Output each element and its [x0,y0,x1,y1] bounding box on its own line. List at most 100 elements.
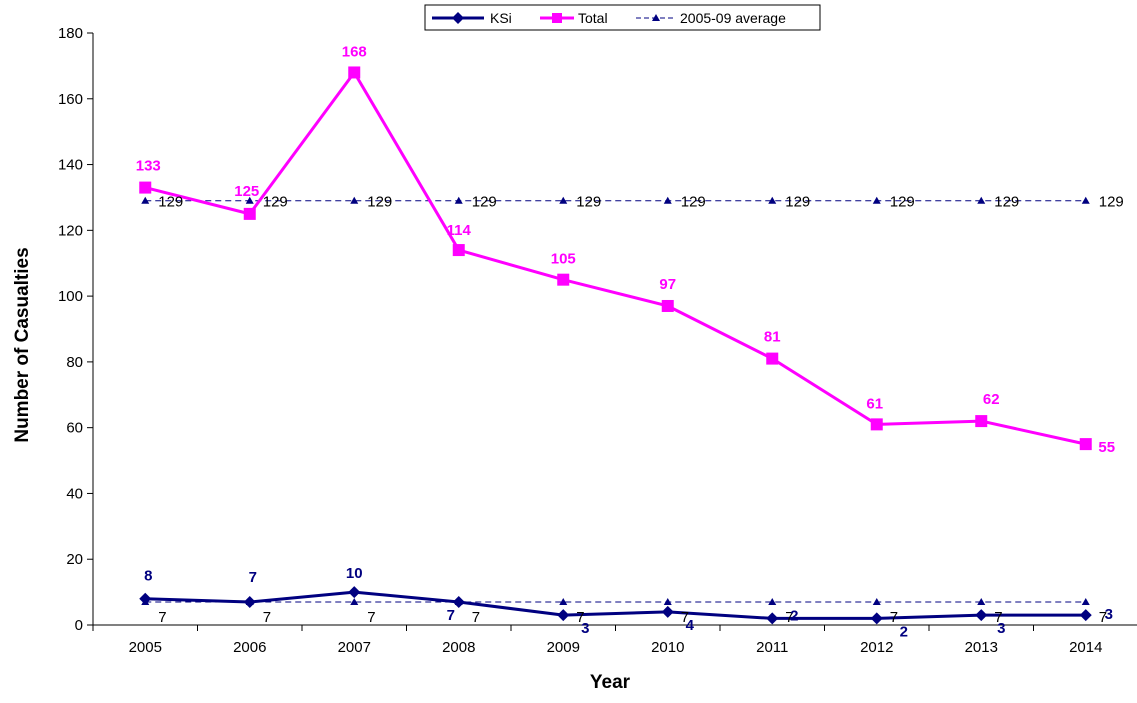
ksi-point [452,595,465,608]
total-average-point [1081,196,1090,204]
x-tick-label: 2012 [860,639,893,656]
ksi-average-data-label: 7 [263,609,271,626]
legend-swatch-marker [452,12,464,24]
ksi-data-label: 2 [790,607,798,624]
legend-label: Total [578,10,608,26]
y-tick-label: 100 [58,288,83,305]
x-tick-label: 2014 [1069,639,1102,656]
total-average-data-label: 129 [785,194,810,211]
x-tick-label: 2009 [547,639,580,656]
total-average-data-label: 129 [890,194,915,211]
total-average-data-label: 129 [367,194,392,211]
total-average-data-label: 129 [1099,194,1124,211]
total-average-data-label: 129 [263,194,288,211]
ksi-data-label: 3 [997,620,1005,637]
y-tick-label: 160 [58,91,83,108]
ksi-data-label: 3 [581,620,589,637]
total-average-point [663,196,672,204]
total-point [661,299,674,312]
total-average-data-label: 129 [472,194,497,211]
ksi-average-data-label: 7 [1099,609,1107,626]
y-tick-label: 180 [58,25,83,42]
total-data-label: 133 [136,158,161,175]
ksi-average-data-label: 7 [994,609,1002,626]
total-data-label: 62 [983,391,1000,408]
ksi-average-point [872,597,881,605]
ksi-point [243,595,256,608]
total-data-label: 168 [342,43,367,60]
total-point [870,418,883,431]
ksi-point [870,612,883,625]
total-average-point [977,196,986,204]
ksi-average-data-label: 7 [681,609,689,626]
y-tick-label: 40 [66,485,83,502]
y-tick-label: 20 [66,551,83,568]
x-tick-label: 2010 [651,639,684,656]
ksi-data-label: 7 [249,569,257,586]
total-data-label: 81 [764,329,781,346]
y-tick-label: 120 [58,222,83,239]
x-axis-title: Year [590,672,631,693]
ksi-point [766,612,779,625]
total-average-point [872,196,881,204]
total-average-point [768,196,777,204]
ksi-point [348,586,361,599]
x-tick-label: 2007 [338,639,371,656]
total-point [766,352,779,365]
legend: KSi Total 2005-09 average [424,4,821,31]
y-tick-label: 80 [66,354,83,371]
total-point [975,415,988,428]
ksi-average-data-label: 7 [158,609,166,626]
total-data-label: 97 [659,276,676,293]
ksi-line [145,590,1086,620]
total-line [144,70,1087,446]
ksi-data-label: 7 [447,607,455,624]
total-average-data-label: 129 [158,194,183,211]
total-point [348,66,361,79]
x-tick-label: 2011 [756,639,788,656]
y-tick-label: 60 [66,420,83,437]
x-tick-label: 2013 [965,639,998,656]
y-tick-label: 140 [58,157,83,174]
ksi-average-point [559,597,568,605]
ksi-average-data-label: 7 [367,609,375,626]
total-point [243,207,256,220]
x-tick-label: 2006 [233,639,266,656]
ksi-average-point [663,597,672,605]
total-average-point [141,196,150,204]
ksi-data-label: 4 [686,617,695,634]
legend-swatch-marker [652,14,660,21]
ksi-data-label: 3 [1105,606,1113,623]
total-data-label: 55 [1098,439,1115,456]
total-data-label: 105 [551,251,576,268]
ksi-average-point [768,597,777,605]
ksi-point [1079,609,1092,622]
total-average-point [559,196,568,204]
ksi-average-point [350,597,359,605]
total-average-data-label: 129 [994,194,1019,211]
series-lines [139,66,1092,625]
total-average-point [454,196,463,204]
total-data-label: 114 [447,222,472,239]
ksi-data-label: 8 [144,568,152,585]
ksi-average-data-label: 7 [472,609,480,626]
axes: 0 20 40 60 80 100 120 140 160 180 2005 2006 2007 2008… [58,25,1137,656]
ksi-point [139,592,152,605]
total-data-label: 125 [234,183,259,200]
ksi-average-data-label: 7 [890,609,898,626]
ksi-point [975,609,988,622]
ksi-average-point [977,597,986,605]
legend-label: KSi [490,10,512,26]
ksi-data-label: 10 [346,565,363,582]
total-point [557,273,570,286]
ksi-average-data-label: 7 [576,609,584,626]
total-point [139,181,152,194]
legend-box [424,4,821,31]
total-data-label: 61 [866,395,883,412]
ksi-average-data-label: 7 [785,609,793,626]
x-tick-label: 2008 [442,639,475,656]
total-average-point [245,196,254,204]
